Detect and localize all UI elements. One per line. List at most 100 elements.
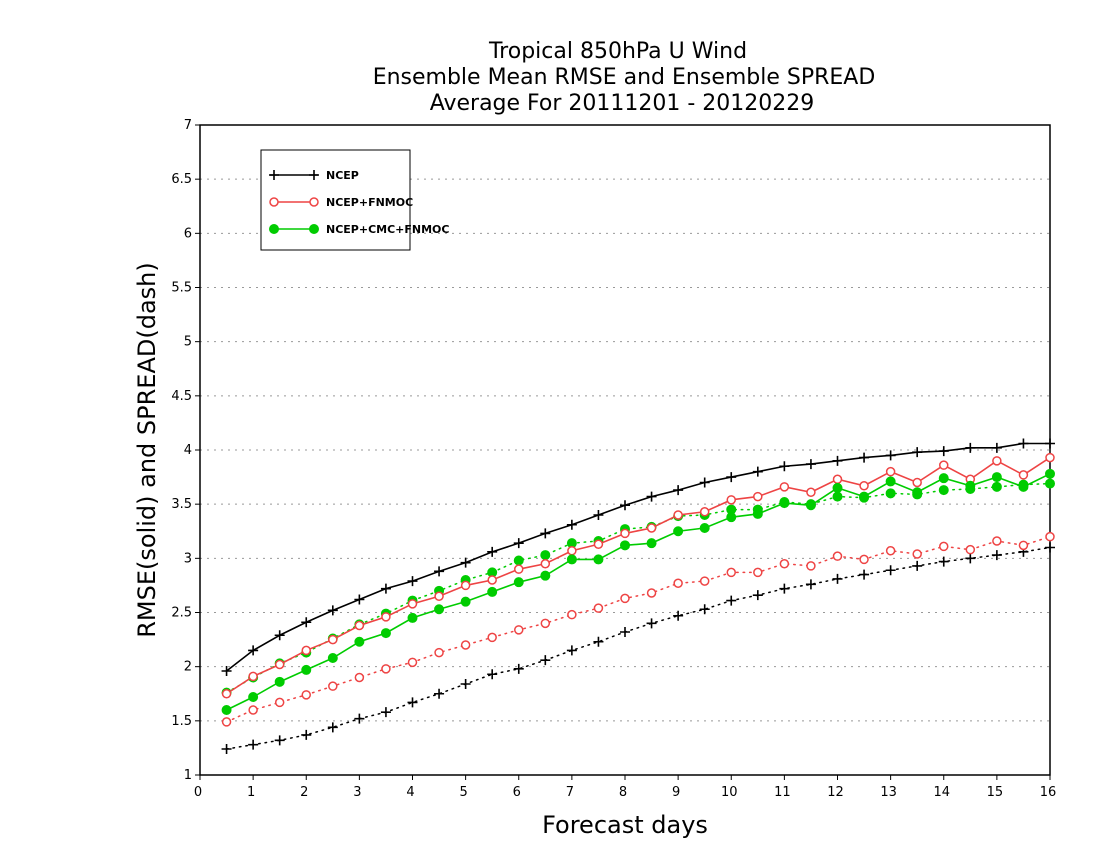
rmse-point xyxy=(566,554,577,565)
rmse-point xyxy=(699,523,710,533)
spread-point xyxy=(673,578,683,588)
grid xyxy=(200,178,1050,722)
legend-marker-right xyxy=(309,224,319,234)
y-tick-label: 2 xyxy=(184,660,192,675)
spread-point xyxy=(274,697,285,708)
rmse-point xyxy=(354,594,365,605)
rmse-point xyxy=(301,617,312,628)
legend-marker-left xyxy=(269,197,279,207)
legend-entry: NCEP+FNMOC xyxy=(269,196,413,209)
rmse-point xyxy=(328,634,338,645)
spread-point xyxy=(460,679,471,689)
spread-point xyxy=(806,561,816,571)
rmse-point xyxy=(407,576,418,587)
rmse-point xyxy=(354,620,365,631)
rmse-point xyxy=(726,495,736,505)
rmse-point xyxy=(806,487,816,497)
axis-ticks: 11.522.533.544.555.566.570 1 2 3 4 5 6 7 8 9 10 11 1… xyxy=(171,118,1056,800)
series-ncep-rmse xyxy=(221,438,1055,676)
legend-marker-left xyxy=(269,170,279,180)
rmse-point xyxy=(752,508,763,519)
rmse-point xyxy=(726,512,737,523)
spread-point xyxy=(991,481,1002,492)
y-tick-label: 1.5 xyxy=(171,714,192,729)
spread-point xyxy=(726,567,736,578)
spread-point xyxy=(407,657,418,668)
series-ncep-fnmoc-rmse xyxy=(221,452,1055,699)
spread-point xyxy=(885,565,896,576)
rmse-point xyxy=(965,442,976,453)
rmse-point xyxy=(274,630,285,641)
rmse-point xyxy=(1018,438,1029,449)
y-tick-label: 5 xyxy=(184,335,192,350)
rmse-point xyxy=(726,472,737,483)
y-tick-label: 6 xyxy=(184,226,192,241)
rmse-point xyxy=(434,591,444,601)
spread-point xyxy=(859,554,869,565)
rmse-point xyxy=(513,538,524,549)
spread-point xyxy=(327,722,338,733)
spread-point xyxy=(912,560,923,571)
x-tick-label: 8 xyxy=(619,785,627,800)
spread-point xyxy=(646,588,657,598)
y-tick-label: 1 xyxy=(184,768,192,783)
rmse-point xyxy=(593,510,604,520)
spread-point xyxy=(460,640,471,650)
y-tick-label: 4 xyxy=(184,443,192,458)
x-tick-label: 12 xyxy=(827,785,844,800)
spread-line xyxy=(225,535,1051,723)
x-tick-label: 16 xyxy=(1040,785,1057,800)
rmse-point xyxy=(859,452,870,463)
series-ncep-cmc-fnmoc-rmse xyxy=(221,468,1055,715)
rmse-point xyxy=(540,528,551,539)
spread-point xyxy=(380,707,391,718)
series-ncep-cmc-fnmoc-spread xyxy=(221,478,1055,698)
spread-line xyxy=(225,546,1051,750)
rmse-point xyxy=(1018,470,1029,480)
legend-marker-right xyxy=(309,170,319,180)
rmse-point xyxy=(327,605,338,616)
rmse-point xyxy=(460,557,471,568)
rmse-point xyxy=(301,645,311,656)
rmse-point xyxy=(779,461,790,472)
rmse-point xyxy=(487,546,498,557)
rmse-point xyxy=(753,491,763,502)
x-tick-label: 0 xyxy=(194,785,202,800)
spread-point xyxy=(673,610,684,621)
rmse-point xyxy=(301,664,312,675)
legend-label: NCEP+FNMOC xyxy=(326,196,413,209)
spread-point xyxy=(832,551,843,561)
rmse-point xyxy=(593,539,604,549)
rmse-point xyxy=(646,523,657,533)
spread-point xyxy=(992,536,1002,546)
spread-point xyxy=(859,569,870,580)
rmse-point xyxy=(885,466,896,477)
spread-point xyxy=(1045,478,1055,489)
spread-point xyxy=(540,618,551,629)
spread-point xyxy=(354,672,365,683)
spread-point xyxy=(938,556,949,567)
rmse-point xyxy=(805,459,816,470)
x-tick-label: 10 xyxy=(721,785,738,800)
rmse-point xyxy=(912,477,922,488)
spread-line xyxy=(225,482,1051,694)
spread-point xyxy=(1018,540,1029,551)
rmse-point xyxy=(620,528,630,539)
y-tick-label: 7 xyxy=(184,118,192,133)
rmse-point xyxy=(646,491,657,502)
spread-point xyxy=(567,609,577,620)
spread-point xyxy=(248,705,258,715)
rmse-point xyxy=(673,526,684,537)
rmse-point xyxy=(513,577,524,588)
spread-point xyxy=(540,655,551,666)
rmse-point xyxy=(327,653,338,663)
x-tick-label: 15 xyxy=(987,785,1004,800)
spread-point xyxy=(699,604,710,615)
x-tick-label: 2 xyxy=(300,785,308,800)
y-tick-label: 3 xyxy=(184,551,192,566)
rmse-point xyxy=(381,612,391,622)
rmse-point xyxy=(965,480,976,491)
legend-box xyxy=(260,149,411,251)
rmse-point xyxy=(832,455,843,466)
